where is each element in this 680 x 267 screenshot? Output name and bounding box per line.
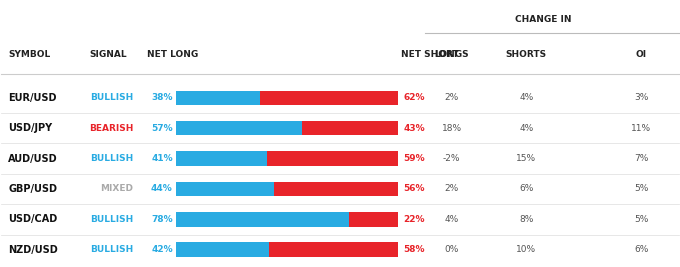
Text: 11%: 11% bbox=[631, 124, 651, 133]
Text: 10%: 10% bbox=[516, 245, 537, 254]
Text: GBP/USD: GBP/USD bbox=[8, 184, 57, 194]
Text: 2%: 2% bbox=[445, 184, 459, 194]
Bar bbox=[303, 121, 398, 135]
Text: BEARISH: BEARISH bbox=[89, 124, 133, 133]
Text: BULLISH: BULLISH bbox=[90, 154, 133, 163]
Text: NET SHORT: NET SHORT bbox=[401, 50, 459, 59]
Text: EUR/USD: EUR/USD bbox=[8, 93, 56, 103]
Text: 5%: 5% bbox=[634, 215, 649, 224]
Text: 0%: 0% bbox=[445, 245, 459, 254]
Text: 59%: 59% bbox=[404, 154, 425, 163]
Bar bbox=[176, 242, 269, 257]
Text: SIGNAL: SIGNAL bbox=[90, 50, 127, 59]
Text: 6%: 6% bbox=[519, 184, 533, 194]
Text: 15%: 15% bbox=[516, 154, 537, 163]
Text: 42%: 42% bbox=[151, 245, 173, 254]
Text: 58%: 58% bbox=[404, 245, 425, 254]
Text: 4%: 4% bbox=[519, 93, 533, 102]
Bar bbox=[267, 151, 398, 166]
Text: AUD/USD: AUD/USD bbox=[8, 154, 58, 164]
Text: BULLISH: BULLISH bbox=[90, 245, 133, 254]
Text: 22%: 22% bbox=[404, 215, 425, 224]
Text: 43%: 43% bbox=[404, 124, 425, 133]
Text: USD/CAD: USD/CAD bbox=[8, 214, 57, 224]
Bar bbox=[349, 212, 398, 227]
Text: SHORTS: SHORTS bbox=[506, 50, 547, 59]
Text: BULLISH: BULLISH bbox=[90, 215, 133, 224]
Text: MIXED: MIXED bbox=[101, 184, 133, 194]
Bar bbox=[176, 151, 267, 166]
Text: -2%: -2% bbox=[443, 154, 460, 163]
Text: SYMBOL: SYMBOL bbox=[8, 50, 50, 59]
Text: NZD/USD: NZD/USD bbox=[8, 245, 58, 255]
Bar bbox=[260, 91, 398, 105]
Text: 8%: 8% bbox=[519, 215, 533, 224]
Bar bbox=[176, 121, 303, 135]
Text: 5%: 5% bbox=[634, 184, 649, 194]
Text: BULLISH: BULLISH bbox=[90, 93, 133, 102]
Text: 41%: 41% bbox=[151, 154, 173, 163]
Text: 4%: 4% bbox=[519, 124, 533, 133]
Text: 4%: 4% bbox=[445, 215, 459, 224]
Text: 7%: 7% bbox=[634, 154, 649, 163]
Bar bbox=[269, 242, 398, 257]
Bar bbox=[273, 182, 398, 196]
Text: 78%: 78% bbox=[151, 215, 173, 224]
Text: 2%: 2% bbox=[445, 93, 459, 102]
Text: 3%: 3% bbox=[634, 93, 649, 102]
Text: 38%: 38% bbox=[151, 93, 173, 102]
Bar bbox=[176, 212, 349, 227]
Text: LONGS: LONGS bbox=[435, 50, 469, 59]
Bar bbox=[176, 182, 273, 196]
Text: 56%: 56% bbox=[404, 184, 425, 194]
Text: 6%: 6% bbox=[634, 245, 649, 254]
Bar bbox=[176, 91, 260, 105]
Text: CHANGE IN: CHANGE IN bbox=[515, 15, 571, 24]
Text: USD/JPY: USD/JPY bbox=[8, 123, 52, 133]
Text: NET LONG: NET LONG bbox=[147, 50, 199, 59]
Text: 44%: 44% bbox=[151, 184, 173, 194]
Text: 57%: 57% bbox=[151, 124, 173, 133]
Text: OI: OI bbox=[636, 50, 647, 59]
Text: 62%: 62% bbox=[404, 93, 425, 102]
Text: 18%: 18% bbox=[442, 124, 462, 133]
